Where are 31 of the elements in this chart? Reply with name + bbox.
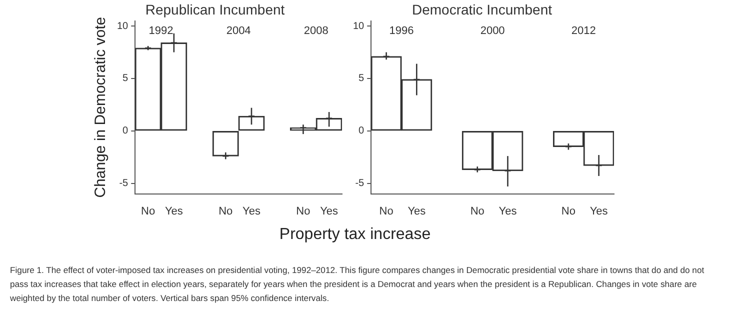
annotation: 1996: [389, 24, 414, 37]
y-tick-label: 0: [122, 126, 129, 137]
y-tick-label: -5: [119, 178, 129, 190]
annotation: 2000: [480, 24, 505, 37]
annotation: 2012: [571, 24, 596, 37]
y-tick-label: 10: [353, 20, 365, 32]
caption: Figure 1. The effect of voter-imposed tax increases on presidential voting, 1992–2012. This figure compares changes in Democratic presidential vote share in towns that do and do not pass tax increases that take effect in election years, separately for years when the president is a Democrat and years when the president is a Republican. Changes in vote share are weighted by the total number of voters. Vertical bars span 95% confidence intervals.: [10, 264, 706, 305]
x-axis-title: Property tax increase: [278, 226, 432, 244]
x-tick-label: No: [470, 205, 484, 218]
chart-title: Republican Incumbent: [145, 1, 285, 18]
y-tick-label: 5: [122, 73, 129, 84]
x-tick-label: No: [296, 205, 310, 218]
y-tick-label: 10: [117, 20, 129, 32]
x-tick-label: Yes: [164, 205, 184, 218]
y-tick-label: 5: [358, 73, 365, 84]
x-tick-label: No: [561, 205, 576, 218]
x-tick-label: No: [141, 205, 156, 218]
annotation: 1992: [148, 24, 174, 37]
annotation: 2008: [304, 24, 328, 37]
y-axis-title: Change in Democratic vote: [92, 16, 110, 198]
chart-title: Democratic Incumbent: [412, 1, 552, 18]
y-tick-label: 0: [358, 126, 365, 137]
x-tick-label: Yes: [242, 205, 261, 218]
x-tick-label: No: [379, 205, 394, 218]
x-tick-label: Yes: [498, 205, 518, 218]
x-tick-label: No: [218, 205, 233, 218]
y-tick-label: -5: [355, 178, 365, 190]
annotation: 2004: [226, 24, 251, 37]
x-tick-label: Yes: [320, 205, 339, 218]
x-tick-label: Yes: [590, 205, 608, 218]
x-tick-label: Yes: [408, 205, 426, 218]
